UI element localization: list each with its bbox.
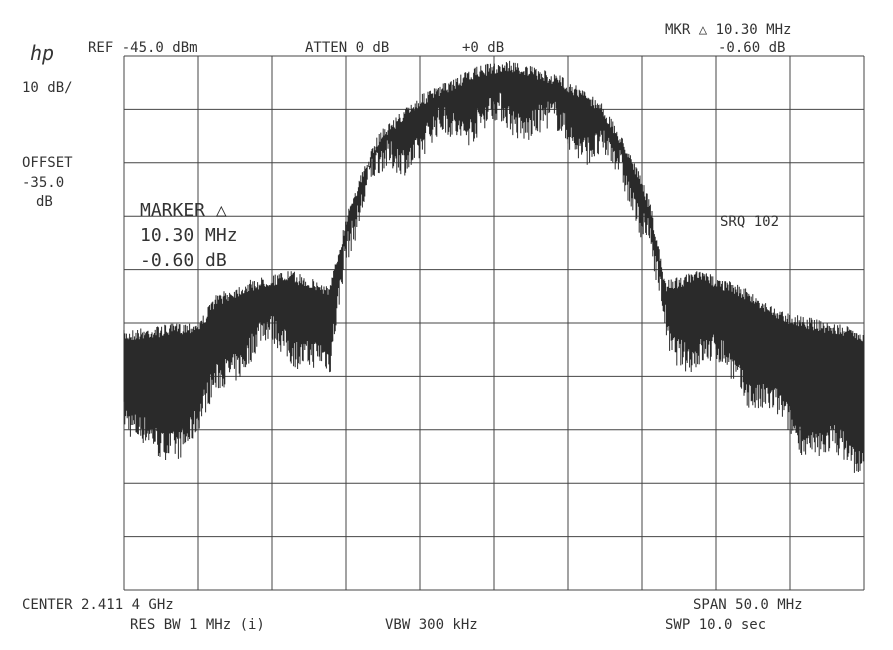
center-freq: CENTER 2.411 4 GHz [22,597,174,613]
scale: 10 dB/ [22,80,73,96]
res-bw: RES BW 1 MHz (i) [130,617,265,633]
sweep: SWP 10.0 sec [665,617,766,633]
attenuation: ATTEN 0 dB [305,40,389,56]
trace-band [123,60,865,473]
marker-freq: MKR △ 10.30 MHz [665,22,791,38]
vbw: VBW 300 kHz [385,617,478,633]
logo: hp [30,41,54,65]
offset-label: OFFSET [22,155,73,171]
span: SPAN 50.0 MHz [693,597,803,613]
marker-level: -0.60 dB [718,40,785,56]
offset-top: +0 dB [462,40,504,56]
offset-unit: dB [36,194,53,210]
marker-box-level: -0.60 dB [140,250,227,271]
ref-level: REF -45.0 dBm [88,40,198,56]
srq: SRQ 102 [720,214,779,230]
offset-value: -35.0 [22,175,64,191]
marker-box-freq: 10.30 MHz [140,225,238,246]
marker-title: MARKER △ [140,200,227,221]
spectrum-trace [123,60,865,473]
